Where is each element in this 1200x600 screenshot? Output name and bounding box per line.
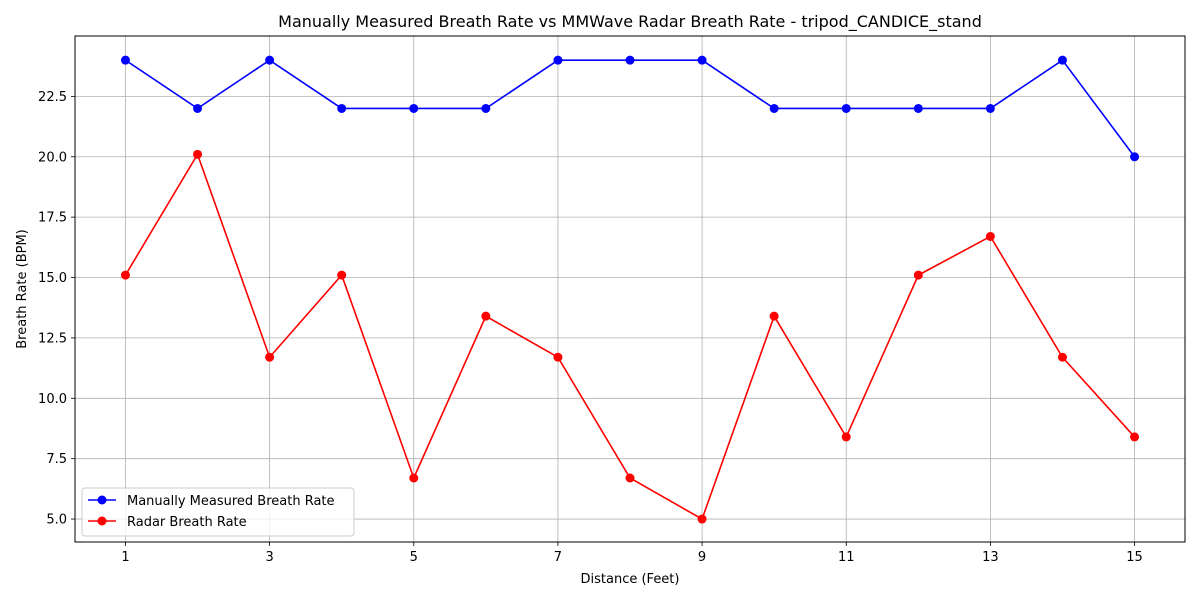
series-point-0 [409,103,419,113]
legend: Manually Measured Breath Rate Radar Brea… [81,487,355,537]
series-line-1 [124,152,1136,521]
series-point-0 [337,103,347,113]
series-point-1 [265,352,275,362]
series-point-0 [697,55,707,65]
series-point-1 [985,231,995,241]
x-axis-label: Distance (Feet) [581,572,680,587]
y-tick-label: 17.5 [38,211,67,226]
series-point-0 [265,55,275,65]
x-tick-label: 7 [554,550,562,565]
plot-area-frame [74,35,1186,543]
series-point-1 [553,352,563,362]
series-point-1 [409,473,419,483]
x-tick-label: 15 [1126,550,1143,565]
series-point-1 [481,311,491,321]
x-tick-label: 5 [410,550,418,565]
x-tick-label: 1 [121,550,129,565]
series-point-0 [769,103,779,113]
series-point-0 [913,103,923,113]
x-tick-label: 9 [698,550,706,565]
y-axis: 5.0 7.5 10.0 12.5 15.0 17.5 20.0 22.5 [38,90,75,528]
series-point-0 [481,103,491,113]
y-tick-label: 20.0 [38,150,67,165]
x-axis: 1 3 5 7 9 11 13 15 [121,542,1143,565]
y-tick-label: 22.5 [38,90,67,105]
series-point-1 [841,432,851,442]
series-point-0 [1057,55,1067,65]
series-point-0 [120,55,130,65]
series-line-0 [125,59,1136,158]
series-point-0 [553,55,563,65]
series-point-0 [625,55,635,65]
legend-label-manual: Manually Measured Breath Rate [127,494,335,509]
grid-lines [75,36,1185,542]
y-tick-label: 5.0 [46,513,67,528]
legend-label-radar: Radar Breath Rate [127,515,247,530]
plot-series [120,55,1140,524]
series-point-1 [697,514,707,524]
x-tick-label: 3 [265,550,273,565]
y-tick-label: 12.5 [38,331,67,346]
legend-entry-radar: Radar Breath Rate [88,515,247,530]
series-point-0 [193,103,203,113]
y-axis-label: Breath Rate (BPM) [15,229,30,348]
series-point-0 [985,103,995,113]
series-point-1 [337,270,347,280]
series-point-1 [120,270,130,280]
y-tick-label: 15.0 [38,271,67,286]
y-tick-label: 10.0 [38,392,67,407]
series-point-1 [913,270,923,280]
series-point-1 [193,149,203,159]
series-point-1 [769,311,779,321]
series-point-1 [625,473,635,483]
series-point-0 [841,103,851,113]
legend-marker-radar [97,516,107,526]
x-tick-label: 11 [838,550,855,565]
series-point-1 [1130,432,1140,442]
legend-entry-manual: Manually Measured Breath Rate [88,494,335,509]
legend-frame [81,487,355,537]
x-tick-label: 13 [982,550,999,565]
series-point-0 [1130,152,1140,162]
y-tick-label: 7.5 [46,452,67,467]
chart-title: Manually Measured Breath Rate vs MMWave … [278,12,982,32]
legend-marker-manual [97,495,107,505]
series-point-1 [1057,352,1067,362]
